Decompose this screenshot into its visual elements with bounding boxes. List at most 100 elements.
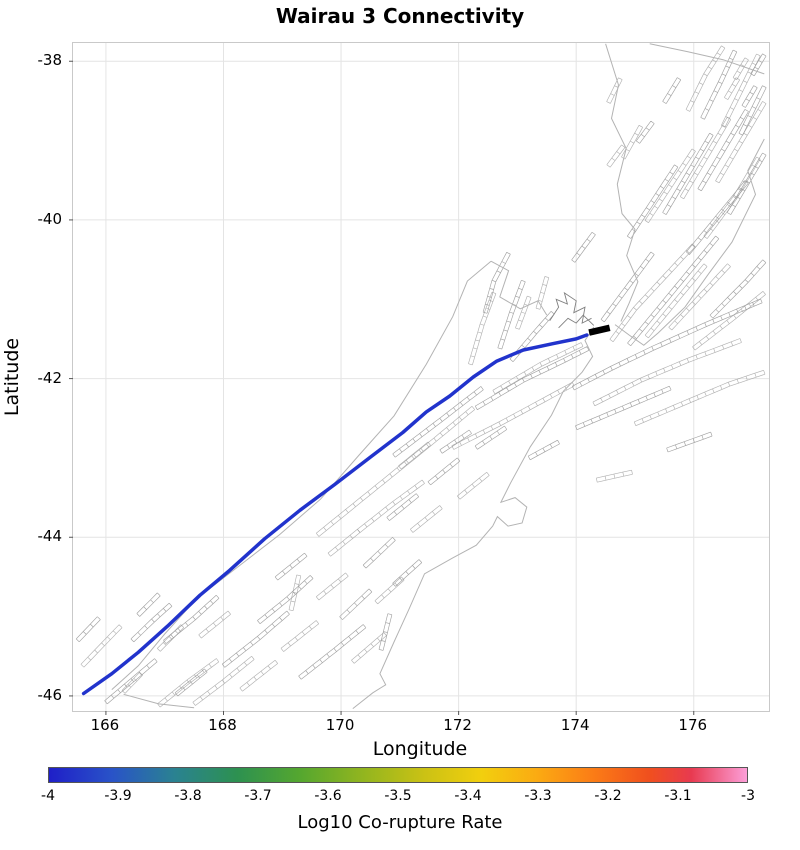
coast-path (614, 138, 765, 346)
ribbon-path (121, 672, 143, 694)
ribbon-path (692, 291, 766, 351)
ribbon-path (709, 259, 767, 319)
ribbon-path (482, 252, 511, 314)
ribbon-path (288, 574, 302, 612)
colorbar-tick-label: -3.9 (104, 788, 132, 804)
ribbon-path (606, 77, 623, 104)
ribbon-path (633, 369, 766, 426)
ribbon-path (192, 655, 255, 706)
x-tick-label: 172 (443, 716, 472, 734)
ribbon-path (697, 109, 749, 192)
ribbon-path (666, 431, 713, 453)
ribbon-path (198, 610, 231, 639)
coast-path (649, 43, 765, 75)
ribbon-path (741, 85, 758, 108)
hl-path (81, 333, 589, 696)
ribbon-path (474, 346, 590, 410)
ribbon-path (592, 338, 742, 407)
colorbar-tick-label: -3 (741, 788, 755, 804)
ribbon-path (621, 125, 643, 160)
ribbon-path (427, 457, 461, 486)
y-tick-label: -44 (37, 527, 63, 546)
y-tick-label: -40 (37, 209, 63, 228)
ribbon-path (392, 559, 423, 587)
ribbon-path (315, 572, 349, 601)
colorbar-tick-label: -3.4 (454, 788, 482, 804)
y-tick-label: -46 (37, 685, 63, 704)
ribbon-path (571, 231, 596, 263)
ribbon-path (274, 552, 308, 581)
ribbon-path (457, 471, 490, 500)
ribbon-path (298, 624, 367, 680)
ribbon-path (644, 148, 696, 223)
colorbar-tick-label: -3.8 (174, 788, 202, 804)
y-tick-label: -38 (37, 51, 63, 70)
x-tick-label: 170 (325, 716, 355, 734)
coast-path (123, 693, 195, 709)
src-path (588, 324, 611, 336)
ribbon-path (327, 529, 361, 557)
ribbon-path (174, 668, 208, 697)
coast-path (490, 260, 548, 316)
ribbon-path (662, 132, 714, 215)
fline-path (558, 314, 595, 329)
ribbon-path (738, 85, 767, 136)
ribbon-path (410, 505, 443, 533)
ribbon-path (157, 658, 220, 708)
colorbar-tick-label: -3.6 (314, 788, 342, 804)
ribbon-path (703, 156, 761, 239)
ribbon-path (468, 291, 497, 366)
colorbar-tick-label: -3.7 (244, 788, 272, 804)
ribbon-path (679, 117, 732, 200)
ribbon-path (595, 469, 633, 483)
x-tick-label: 174 (560, 716, 590, 734)
ribbon-path (239, 659, 278, 692)
ribbon-path (339, 588, 373, 620)
colorbar-tick-label: -3.5 (384, 788, 412, 804)
ribbon-path (474, 425, 508, 450)
ribbon-path (685, 45, 726, 112)
ribbon-path (392, 386, 484, 458)
coast-path (111, 260, 492, 690)
ribbon-path (609, 243, 696, 343)
ribbon-path (515, 295, 532, 330)
ribbon-path (635, 120, 655, 144)
x-tick-label: 168 (208, 716, 237, 734)
y-tick-label: -42 (37, 368, 63, 387)
x-axis-ticks: 166 168 170 172 174 176 (0, 716, 800, 736)
colorbar-tick-label: -4 (41, 788, 55, 804)
ribbon-path (221, 610, 290, 668)
ribbon-path (575, 385, 672, 430)
ribbon-path (157, 624, 185, 652)
ribbon-path (732, 57, 749, 81)
ribbon-path (75, 616, 101, 643)
ribbon-path (627, 235, 720, 347)
ribbon-path (724, 77, 740, 100)
ribbon-path (362, 537, 396, 569)
ribbon-path (130, 602, 173, 643)
ribbon-path (280, 620, 320, 652)
colorbar-tick-label: -3.2 (594, 788, 622, 804)
x-tick-label: 166 (90, 716, 120, 734)
ribbon-path (668, 263, 731, 331)
ribbon-path (439, 429, 472, 454)
ribbon-path (163, 594, 220, 644)
x-tick-label: 176 (678, 716, 708, 734)
map-canvas (69, 43, 769, 715)
ribbon-path (606, 144, 626, 168)
coast-path (605, 43, 639, 322)
ribbon-path (662, 77, 682, 104)
colorbar-tick-label: -3.3 (524, 788, 552, 804)
ribbon-path (572, 298, 763, 391)
ribbon-path (535, 276, 550, 310)
ribbon-path (726, 152, 767, 215)
ribbon-path (527, 439, 560, 461)
ribbon-path (80, 624, 123, 668)
fline-path (549, 291, 592, 324)
ribbon-path (700, 49, 738, 120)
ribbon-path (750, 53, 767, 77)
coast-path (352, 326, 595, 709)
ribbon-path (627, 164, 679, 239)
ribbon-path (136, 592, 161, 617)
